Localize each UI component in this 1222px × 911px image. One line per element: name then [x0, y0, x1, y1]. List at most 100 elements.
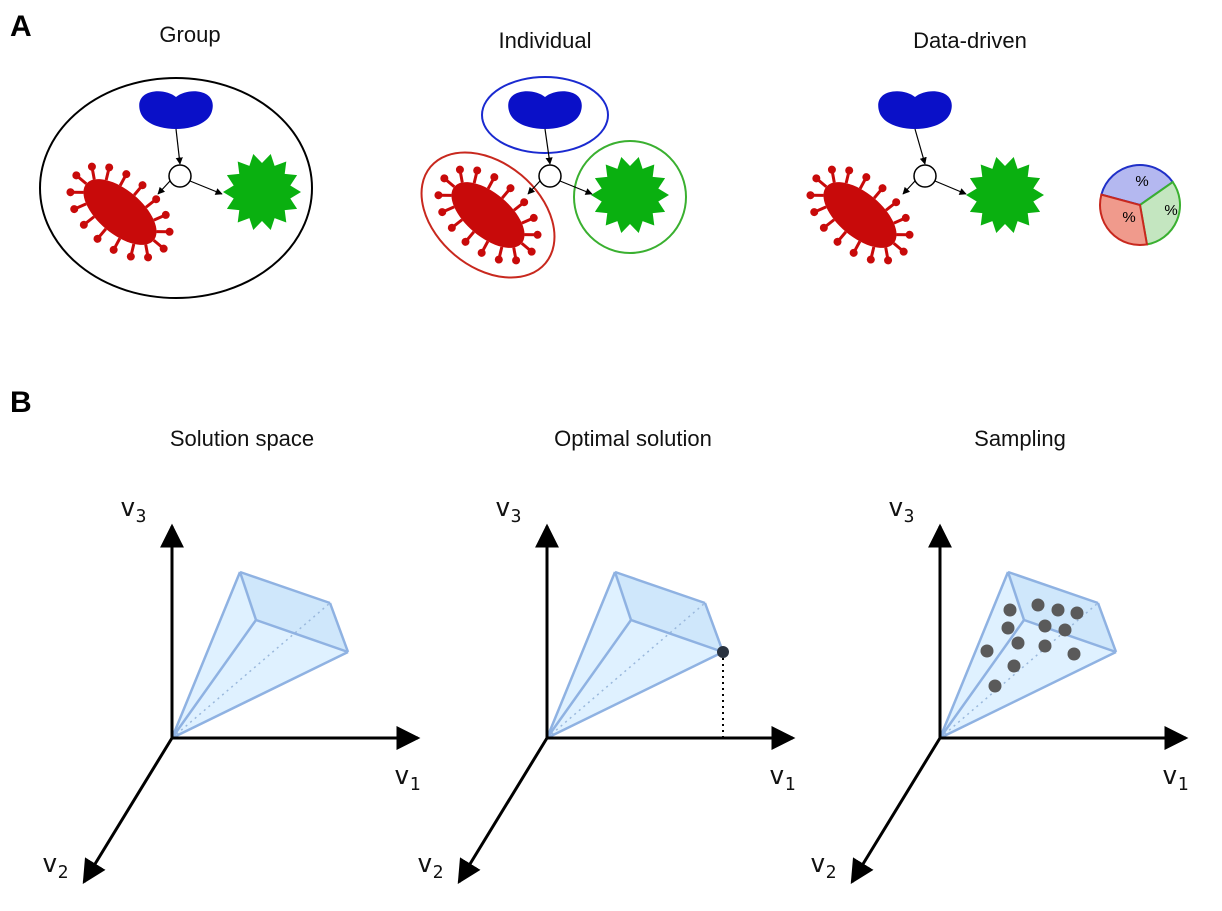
- spike-tip: [104, 162, 115, 173]
- sample-point: [1059, 624, 1072, 637]
- optimum: [717, 646, 729, 658]
- spike-tip: [69, 203, 80, 214]
- sample-point: [981, 645, 994, 658]
- spike-tip: [809, 206, 820, 217]
- sample-point: [989, 680, 1002, 693]
- spike-tip: [433, 190, 444, 201]
- axis-symbol: v: [888, 493, 904, 523]
- sample-point: [1012, 637, 1025, 650]
- arrow: [158, 181, 170, 194]
- axis-index: 3: [511, 506, 522, 527]
- axis-symbol: v: [1162, 761, 1178, 791]
- axis-symbol: v: [810, 849, 826, 879]
- diagram-title: Group: [159, 22, 220, 47]
- body: [72, 167, 168, 257]
- green-cell: [223, 154, 301, 230]
- red-bacterium: [416, 146, 560, 284]
- spike-tip: [904, 229, 915, 240]
- axis-label: v3: [495, 493, 522, 527]
- spike-tip: [805, 190, 816, 201]
- spike-tip: [493, 254, 504, 265]
- sample-point: [1039, 640, 1052, 653]
- axis-symbol: v: [394, 761, 410, 791]
- spike-tip: [489, 172, 500, 183]
- spike-tip: [826, 164, 837, 175]
- sample-point: [1032, 599, 1045, 612]
- figure: A B Group Individual Data-driven Solutio…: [0, 0, 1222, 911]
- diagram-title: Sampling: [974, 426, 1066, 451]
- arrow: [545, 129, 550, 164]
- arrow: [176, 129, 180, 164]
- blue-cell: [878, 91, 952, 129]
- panel-letter: B: [10, 386, 32, 419]
- arrow: [935, 181, 966, 194]
- sample-point: [1002, 622, 1015, 635]
- axis-label: v3: [888, 493, 915, 527]
- axis-symbol: v: [120, 493, 136, 523]
- spike-tip: [861, 172, 872, 183]
- spike-tip: [142, 252, 153, 263]
- axis-index: 1: [410, 774, 421, 795]
- spike-tip: [121, 169, 132, 180]
- axis-label: v2: [810, 849, 837, 883]
- diagram-title: Optimal solution: [554, 426, 712, 451]
- axis-label: v1: [1162, 761, 1189, 795]
- pie-label: %: [1164, 202, 1177, 219]
- sample-point: [1068, 648, 1081, 661]
- green-cell: [591, 157, 669, 233]
- arrow: [915, 129, 925, 164]
- axis-symbol: v: [42, 849, 58, 879]
- spike-tip: [437, 206, 448, 217]
- axis-index: 3: [136, 506, 147, 527]
- spike-tip: [844, 165, 855, 176]
- spike-tip: [528, 212, 539, 223]
- red-bacterium: [48, 143, 192, 281]
- spike-tip: [882, 255, 893, 266]
- axis-label: v1: [394, 761, 421, 795]
- axis-label: v2: [417, 849, 444, 883]
- hub: [169, 165, 191, 187]
- axis: [84, 738, 172, 882]
- spike-tip: [65, 187, 76, 198]
- axis-index: 2: [433, 862, 444, 883]
- green-cell: [966, 157, 1044, 233]
- arrow: [903, 181, 915, 194]
- hub: [914, 165, 936, 187]
- axis: [459, 738, 547, 882]
- axis-index: 3: [904, 506, 915, 527]
- spike-tip: [160, 209, 171, 220]
- spike-tip: [472, 165, 483, 176]
- axis-symbol: v: [495, 493, 511, 523]
- sample-point: [1071, 607, 1084, 620]
- diagram-title: Solution space: [170, 426, 314, 451]
- spike-tip: [86, 161, 97, 172]
- sample-point: [1039, 620, 1052, 633]
- blue-cell: [508, 91, 582, 129]
- diagram-title: Individual: [499, 28, 592, 53]
- diagram-title: Data-driven: [913, 28, 1027, 53]
- sample-point: [1004, 604, 1017, 617]
- spike-tip: [865, 254, 876, 265]
- spike-tip: [164, 226, 175, 237]
- axis-label: v2: [42, 849, 69, 883]
- axis: [852, 738, 940, 882]
- hub: [539, 165, 561, 187]
- blue-cell: [139, 91, 213, 129]
- arrow: [190, 181, 222, 194]
- sample-point: [1008, 660, 1021, 673]
- spike-tip: [532, 229, 543, 240]
- spike-tip: [510, 255, 521, 266]
- axis-index: 1: [785, 774, 796, 795]
- axis-symbol: v: [769, 761, 785, 791]
- axis-label: v1: [769, 761, 796, 795]
- red-bacterium: [788, 146, 932, 284]
- spike-tip: [848, 247, 859, 258]
- pie-label: %: [1122, 209, 1135, 226]
- spike-tip: [454, 164, 465, 175]
- axis-index: 2: [826, 862, 837, 883]
- spike-tip: [900, 212, 911, 223]
- spike-tip: [476, 247, 487, 258]
- body: [440, 170, 536, 260]
- spike-tip: [108, 244, 119, 255]
- panel-letter: A: [10, 10, 32, 43]
